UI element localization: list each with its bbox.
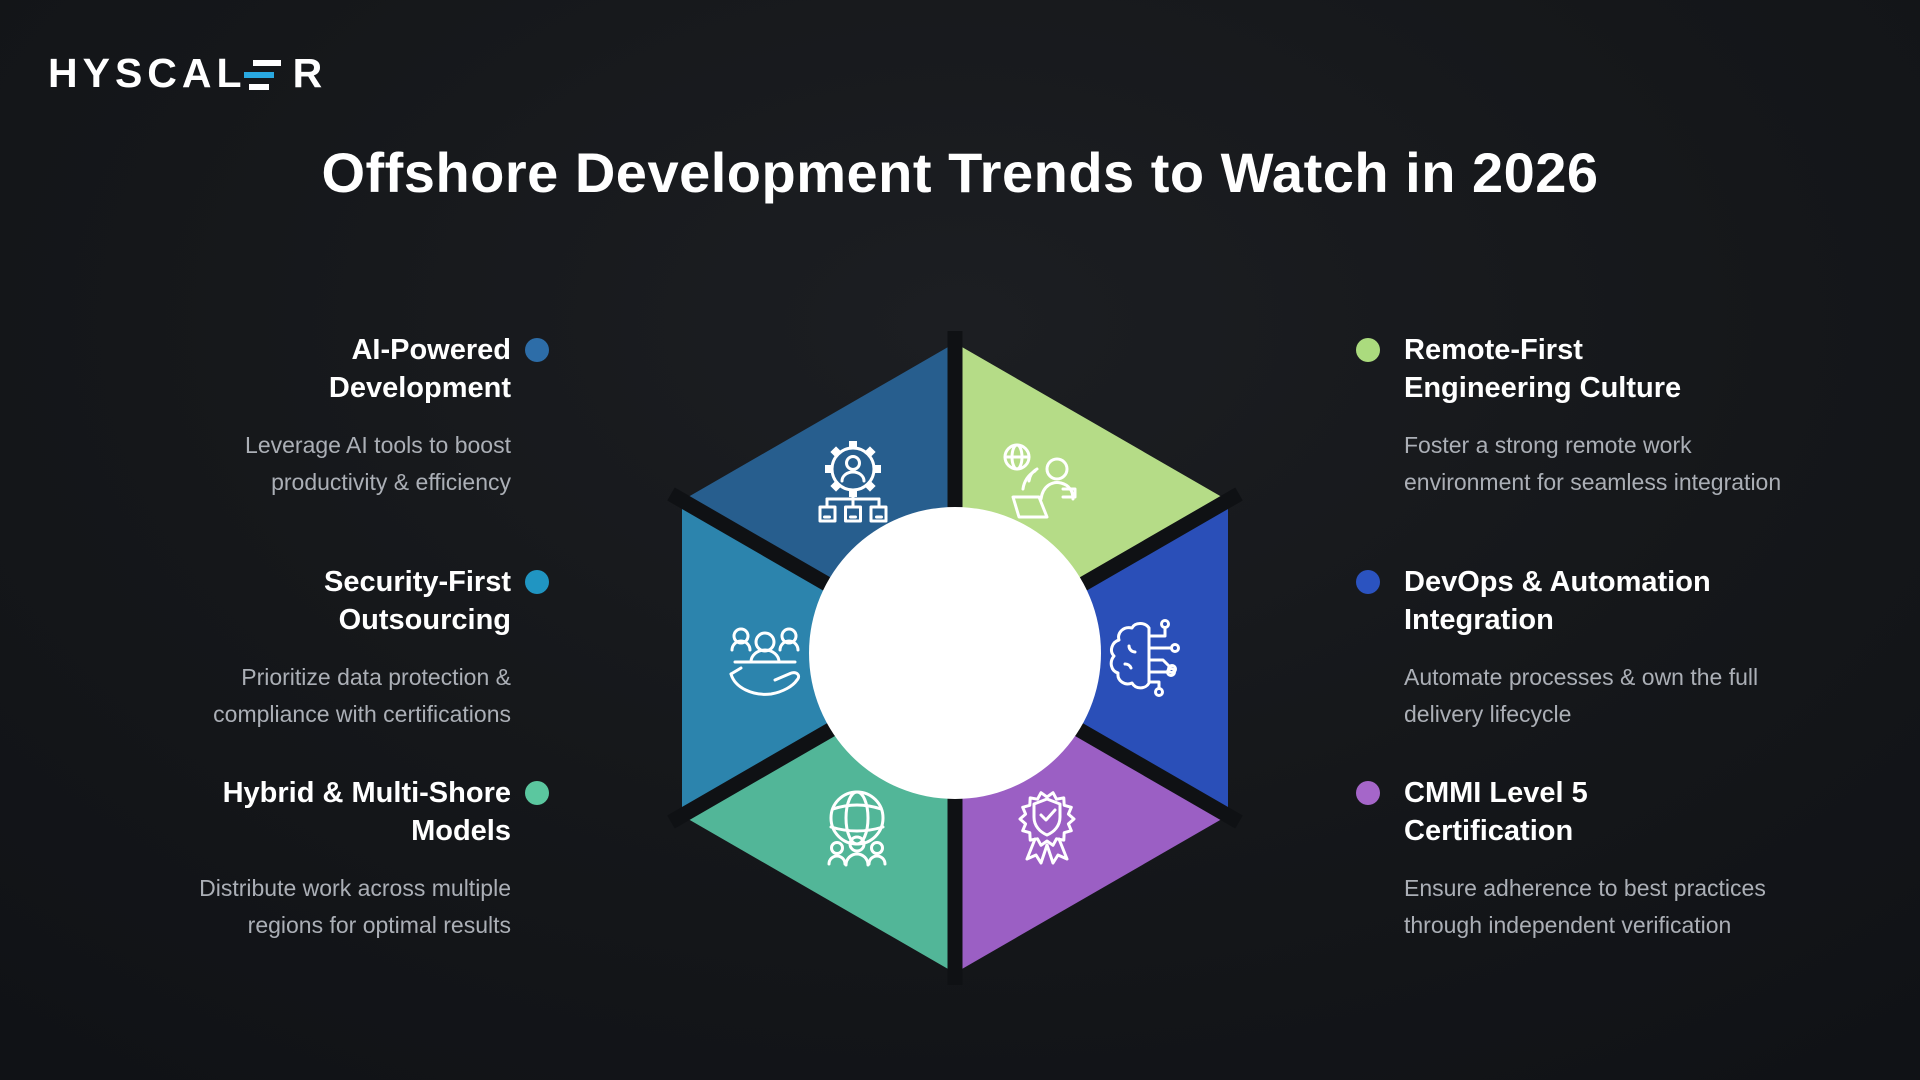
bullet-dot xyxy=(525,338,549,362)
item-description: Ensure adherence to best practices throu… xyxy=(1404,875,1766,938)
list-item-ai-powered-development: AI-Powered Development Leverage AI tools… xyxy=(155,331,549,501)
item-description: Foster a strong remote work environment … xyxy=(1404,432,1782,495)
bullet-dot xyxy=(525,781,549,805)
item-heading: Hybrid & Multi-Shore Models xyxy=(222,777,511,847)
list-item-devops-automation: DevOps & Automation Integration Automate… xyxy=(1356,563,1834,733)
hexagon-diagram xyxy=(595,323,1315,993)
item-description: Leverage AI tools to boost productivity … xyxy=(245,432,511,495)
item-description: Automate processes & own the full delive… xyxy=(1404,664,1759,727)
item-heading: AI-Powered Development xyxy=(328,334,511,404)
globe-team-icon xyxy=(827,790,887,867)
list-item-security-first-outsourcing: Security-First Outsourcing Prioritize da… xyxy=(155,563,549,733)
hexagon-svg xyxy=(667,331,1243,985)
award-badge-icon xyxy=(1018,791,1076,865)
gear-person-hierarchy-icon xyxy=(818,441,888,523)
logo-e-icon xyxy=(243,59,283,90)
bullet-dot xyxy=(1356,781,1380,805)
item-heading: Security-First Outsourcing xyxy=(324,566,511,636)
page-title: Offshore Development Trends to Watch in … xyxy=(321,141,1599,204)
list-item-hybrid-multi-shore: Hybrid & Multi-Shore Models Distribute w… xyxy=(155,774,549,944)
list-item-remote-first-culture: Remote-First Engineering Culture Foster … xyxy=(1356,331,1834,501)
logo-text-suffix: R xyxy=(292,50,328,96)
bullet-dot xyxy=(1356,338,1380,362)
brain-circuit-icon xyxy=(1109,619,1180,697)
team-on-hand-icon xyxy=(729,627,801,696)
item-heading: Remote-First Engineering Culture xyxy=(1404,334,1682,404)
item-heading: DevOps & Automation Integration xyxy=(1404,566,1711,636)
hyscaler-logo: HYSCAL R xyxy=(48,50,327,97)
logo-text-prefix: HYSCAL xyxy=(48,50,247,96)
list-item-cmmi-certification: CMMI Level 5 Certification Ensure adhere… xyxy=(1356,774,1834,944)
bullet-dot xyxy=(525,570,549,594)
item-heading: CMMI Level 5 Certification xyxy=(1404,777,1588,847)
remote-worker-laptop-icon xyxy=(1003,443,1077,519)
bullet-dot xyxy=(1356,570,1380,594)
center-circle xyxy=(809,507,1101,799)
item-description: Prioritize data protection & compliance … xyxy=(213,664,511,727)
item-description: Distribute work across multiple regions … xyxy=(199,875,511,938)
